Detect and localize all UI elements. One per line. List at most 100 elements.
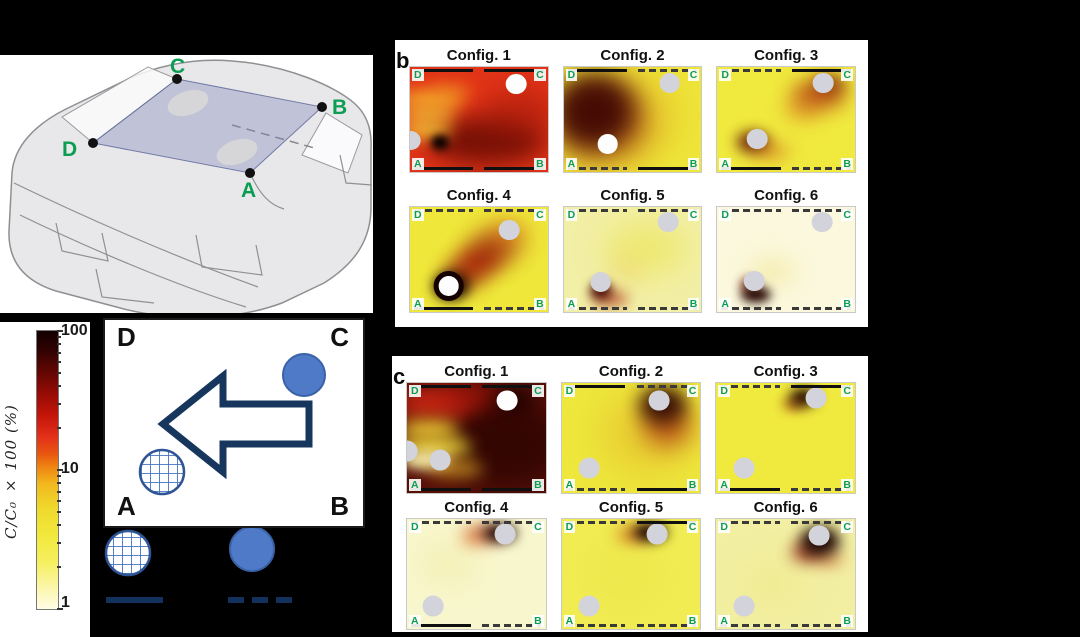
colorbar-tick-mark [57,510,61,513]
map-corner-label-C: C [841,69,853,81]
vent-line-bl-zigzag [567,306,627,310]
map-corner-label-D: D [412,208,424,221]
concentration-map-b-config-1: D C A B [409,66,549,173]
wheel-arch-4 [95,268,155,304]
colorbar-tick-1: 1 [61,594,70,611]
vent-line-bl-zigzag [565,624,626,627]
heatmap-cell-config-6: Config. 6 D C A B [715,498,856,630]
map-corner-label-B: B [841,158,853,170]
heatmap-cell-config-5: Config. 5 D C A B [560,498,702,630]
colorbar-tick-mark [57,385,61,388]
headrest-left [167,89,209,117]
measurement-point-C [172,74,182,84]
vent-line-tl-zigzag [411,521,471,524]
schematic-corner-D: D [117,322,136,352]
config-title: Config. 6 [753,499,818,516]
map-corner-label-C: C [687,208,700,221]
source-circle-marker [422,595,444,617]
colorbar-tick-mark [57,482,61,485]
concentration-map-b-config-5: D C A B [562,205,703,313]
legend-dashed-line-icon [276,597,292,603]
source-circle-marker [744,271,765,292]
vent-line-tr-zigzag [791,208,851,212]
concentration-blob [409,122,452,138]
map-corner-label-D: D [565,208,578,221]
concentration-map-c-config-6: D C A B [715,518,856,630]
vent-line-br-solid [484,167,544,170]
config-title: Config. 5 [598,499,664,516]
vent-line-tr-zigzag [636,385,697,388]
vent-line-tr-zigzag [484,208,544,212]
concentration-blob [441,385,498,408]
map-corner-label-D: D [412,69,424,81]
measurement-point-A [245,168,255,178]
map-corner-label-C: C [841,385,853,397]
concentration-blob [740,286,772,304]
wheel-arch-3 [339,154,373,186]
concentration-blob [431,134,450,151]
vent-line-br-zigzag [484,306,544,310]
colorbar-tick-mark [57,524,61,527]
measurement-point-B [317,102,327,112]
legend-solid-circle-icon [229,526,275,572]
colorbar-tick-mark [57,402,61,405]
map-corner-label-C: C [532,521,544,533]
map-corner-label-D: D [718,385,730,397]
config-title: Config. 6 [754,186,819,204]
source-circle-marker [590,272,612,293]
config-title: Config. 1 [444,363,509,380]
source-circle-marker [505,73,527,94]
colorbar-axis-label: C/C₀ × 100 (%) [2,404,20,540]
cabin-schematic-box: D C A B [103,318,365,528]
vent-line-tl-solid [567,69,627,72]
schematic-corner-A: A [117,491,136,521]
measurement-point-label-D: D [62,138,78,161]
vent-line-tr-solid [636,521,697,524]
config-title: Config. 1 [446,47,511,64]
wheel-arch-2 [195,234,263,276]
colorbar-tick-mark [57,351,61,354]
map-corner-label-C: C [841,521,853,533]
vent-line-tl-zigzag [567,208,627,212]
map-corner-label-A: A [718,479,730,491]
source-circle-marker [733,457,755,479]
car-sketch-panel: C B D A [0,55,373,319]
config-title: Config. 3 [754,47,819,64]
vent-line-bl-solid [411,488,471,491]
concentration-blob [420,541,477,585]
panel-label-c: c [393,364,406,389]
source-circle-marker [646,523,668,545]
vent-line-br-zigzag [637,306,698,310]
heatmap-cell-config-6: Config. 6 D C A B [716,186,856,322]
map-corner-label-B: B [686,479,699,491]
vent-line-tr-solid [481,385,542,388]
source-circle-marker [496,390,518,412]
measurement-point-label-C: C [170,55,186,78]
hood-crease-2 [19,214,247,308]
map-corner-label-B: B [534,297,546,310]
source-circle-marker [498,219,520,240]
heatmap-panel-top: b Config. 1 D C A B Config. 2 D C A B Config. 3 D C A B… [395,40,868,327]
concentration-map-c-config-4: D C A B [406,518,547,630]
config-title: Config. 3 [753,363,818,380]
source-circle-marker [597,133,619,154]
heatmap-cell-config-2: Config. 2 D C A B [562,46,703,182]
colorbar-tick-mark [57,343,61,346]
map-corner-label-A: A [719,297,731,310]
vent-line-tl-zigzag [720,385,781,388]
colorbar-tick-mark [57,475,61,478]
map-corner-label-B: B [534,158,546,170]
wheel-arch-1 [55,222,109,262]
map-corner-label-A: A [409,615,421,627]
concentration-blob [817,552,843,566]
map-corner-label-D: D [409,521,421,533]
map-corner-label-C: C [534,208,546,221]
concentration-blob [604,222,688,275]
vent-line-br-solid [637,167,698,170]
concentration-blob [409,107,457,121]
colorbar-gradient [36,330,59,610]
map-corner-label-A: A [565,297,578,310]
vent-line-tr-zigzag [637,69,698,72]
map-corner-label-A: A [563,479,576,491]
concentration-map-c-config-1: D C A B [406,382,547,494]
